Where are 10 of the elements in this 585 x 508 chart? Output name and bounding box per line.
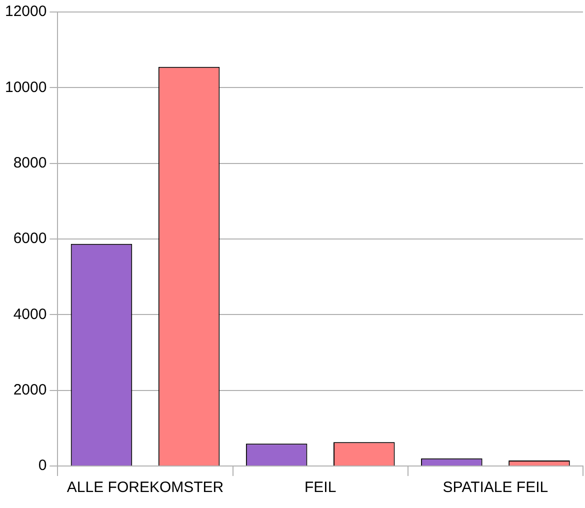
y-tick-label: 2000 (13, 381, 47, 398)
y-tick-label: 8000 (13, 154, 47, 172)
y-tick-label: 0 (38, 457, 47, 474)
y-tick-label: 10000 (4, 78, 47, 96)
x-tick-label: FEIL (304, 479, 336, 496)
y-tick-label: 12000 (4, 3, 47, 20)
y-tick-label: 6000 (13, 230, 47, 248)
y-tick-label: 4000 (13, 306, 47, 323)
x-tick-label: SPATIALE FEIL (442, 479, 548, 496)
x-tick-label: ALLE FOREKOMSTER (66, 479, 224, 496)
